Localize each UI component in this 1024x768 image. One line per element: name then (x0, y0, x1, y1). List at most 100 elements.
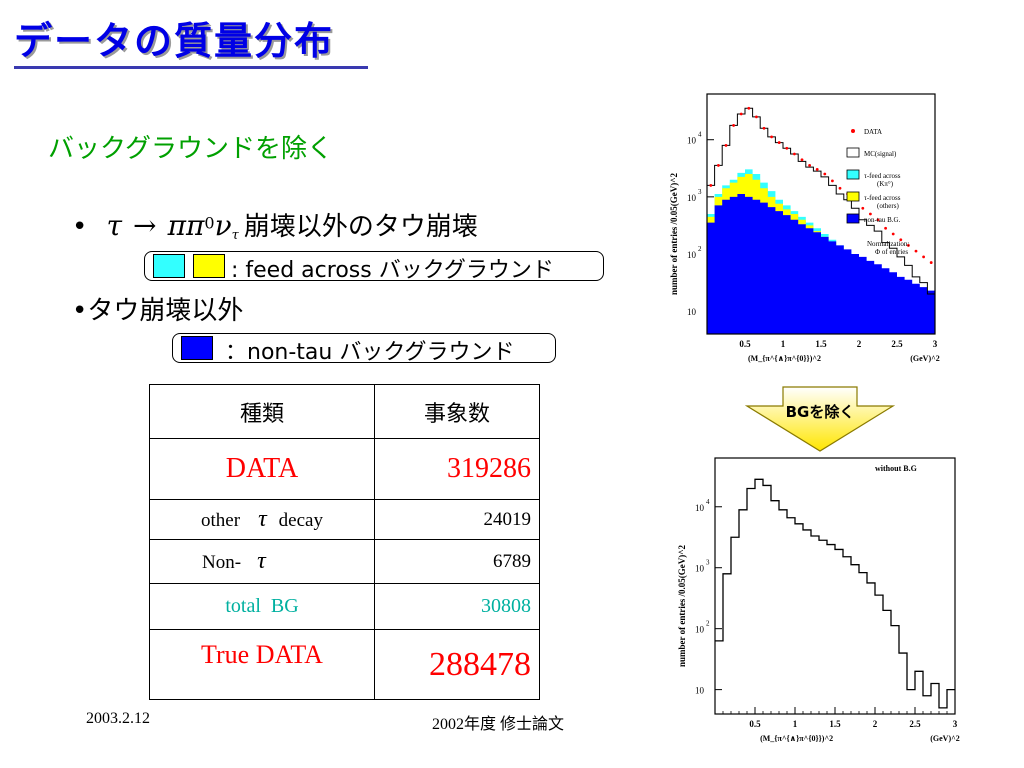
row-other-prefix: other (201, 510, 241, 531)
y-tick-label-1: 10 (687, 307, 697, 317)
note-line-2: Φ of entries (875, 248, 908, 256)
bullet-tau-decay: • τ → ππ0ντ 崩壊以外のタウ崩壊 (72, 206, 478, 246)
x-tick-label-1: 0.5 (749, 719, 761, 729)
data-point (755, 115, 758, 119)
x-tick-label-3: 1.5 (815, 339, 827, 349)
page-title: データの質量分布 (14, 19, 335, 63)
legend-label-1: DATA (864, 128, 882, 136)
table-row: DATA 319286 (149, 438, 540, 500)
x-tick-label-2: 1 (781, 339, 786, 349)
formula-pipi: ππ (167, 209, 205, 242)
x-tick-label-5: 2.5 (891, 339, 903, 349)
x-tick-label-6: 3 (933, 339, 938, 349)
y-tick-label-4: 10 (695, 503, 705, 513)
swatch-blue (181, 336, 213, 360)
legend-label-2: MC(signal) (864, 150, 897, 158)
data-point (724, 144, 728, 147)
legend-marker-5 (846, 213, 860, 224)
legend-marker-4 (846, 191, 860, 202)
formula-tau-sub: τ (231, 228, 239, 244)
down-arrow: BGを除く (745, 386, 895, 452)
line-mc-signal (707, 107, 935, 295)
area-non-tau (707, 194, 935, 334)
plot-frame (706, 93, 936, 335)
x-tick-label-2: 1 (793, 719, 798, 729)
y-tick-label-3: 10 (695, 564, 705, 574)
table-row: other τ decay 24019 (149, 499, 540, 540)
swatch-cyan (153, 254, 185, 278)
table-row: Non-τ 6789 (149, 539, 540, 584)
data-point (914, 249, 918, 253)
y-tick-label-3: 10 (687, 193, 697, 203)
y-tick-exp-4: 4 (698, 131, 702, 139)
footer-thesis: 2002年度 修士論文 (432, 716, 565, 733)
legend-marker-1 (851, 129, 855, 133)
data-point (876, 218, 880, 222)
x-tick-label-3: 1.5 (829, 719, 841, 729)
bullet-marker: • (72, 212, 88, 242)
data-point (815, 168, 819, 171)
data-point (747, 106, 751, 110)
legend-marker-2 (846, 147, 860, 158)
legend-marker-3 (846, 169, 860, 180)
swatch-yellow (193, 254, 225, 278)
legend-non-tau: ：non-tau バックグラウンド (172, 333, 556, 365)
data-point (732, 124, 735, 127)
legend-non-tau-text: ：non-tau バックグラウンド (225, 340, 515, 365)
y-tick-exp-3: 3 (706, 559, 710, 567)
legend-label-3: τ-feed across (864, 172, 901, 180)
bullet-non-tau: •タウ崩壊以外 (72, 296, 244, 326)
data-point (831, 179, 834, 183)
table-row: True DATA 288478 (149, 629, 540, 700)
formula-arrow: → (133, 209, 157, 242)
legend-label2-3: (Kπ°) (877, 180, 894, 188)
event-count-table: 種類 事象数 DATA 319286 other τ decay 24019 Non… (149, 384, 540, 700)
x-tick-label-4: 2 (857, 339, 862, 349)
y-tick-label-2: 10 (687, 250, 697, 260)
row-true-value: 288478 (374, 629, 540, 700)
data-point (838, 186, 842, 190)
row-other-label: other τ decay (149, 499, 375, 540)
section-subtitle: バックグラウンドを除く (48, 134, 333, 164)
data-point (800, 158, 804, 162)
data-point (884, 226, 887, 230)
row-nontau-symbol: τ (257, 548, 266, 574)
legend-feed-across: : feed across バックグラウンド (144, 251, 604, 283)
data-point (762, 126, 766, 130)
plot-frame (714, 457, 956, 715)
row-data-label: DATA (149, 438, 375, 500)
row-totalbg-label: total BG (149, 583, 375, 630)
row-totalbg-value: 30808 (374, 583, 540, 630)
y-axis-label: number of entries /0.05(GeV)^2 (677, 544, 687, 667)
data-point (709, 184, 713, 187)
formula-tau: τ (106, 209, 122, 242)
data-point (929, 261, 933, 264)
row-nontau-label: Non-τ (149, 539, 375, 584)
legend-feed-across-text: : feed across バックグラウンド (231, 258, 554, 283)
data-point (793, 152, 796, 156)
x-axis-label: (M_{π^{∧}π^{0}})^2 (760, 734, 833, 743)
y-tick-exp-3: 3 (698, 188, 702, 196)
y-tick-exp-2: 2 (706, 620, 710, 628)
line-true-data (715, 478, 955, 709)
header-type: 種類 (149, 384, 375, 439)
legend-label2-4: (others) (877, 202, 899, 210)
legend-label-4: τ-feed across (864, 194, 901, 202)
row-nontau-value: 6789 (374, 539, 540, 584)
x-tick-label-5: 2.5 (909, 719, 921, 729)
row-true-label: True DATA (149, 629, 375, 700)
row-other-value: 24019 (374, 499, 540, 540)
y-axis-label: number of entries /0.05(GeV)^2 (669, 172, 679, 295)
x-tick-label-1: 0.5 (739, 339, 751, 349)
table-row: total BG 30808 (149, 583, 540, 630)
chart-title: without B.G (875, 464, 917, 473)
table-header-row: 種類 事象数 (149, 384, 540, 439)
data-point (717, 164, 720, 167)
header-count: 事象数 (374, 384, 540, 439)
data-point (907, 244, 910, 247)
y-tick-label-2: 10 (695, 625, 705, 635)
data-point (739, 112, 743, 116)
footer-date: 2003.2.12 (86, 710, 150, 727)
